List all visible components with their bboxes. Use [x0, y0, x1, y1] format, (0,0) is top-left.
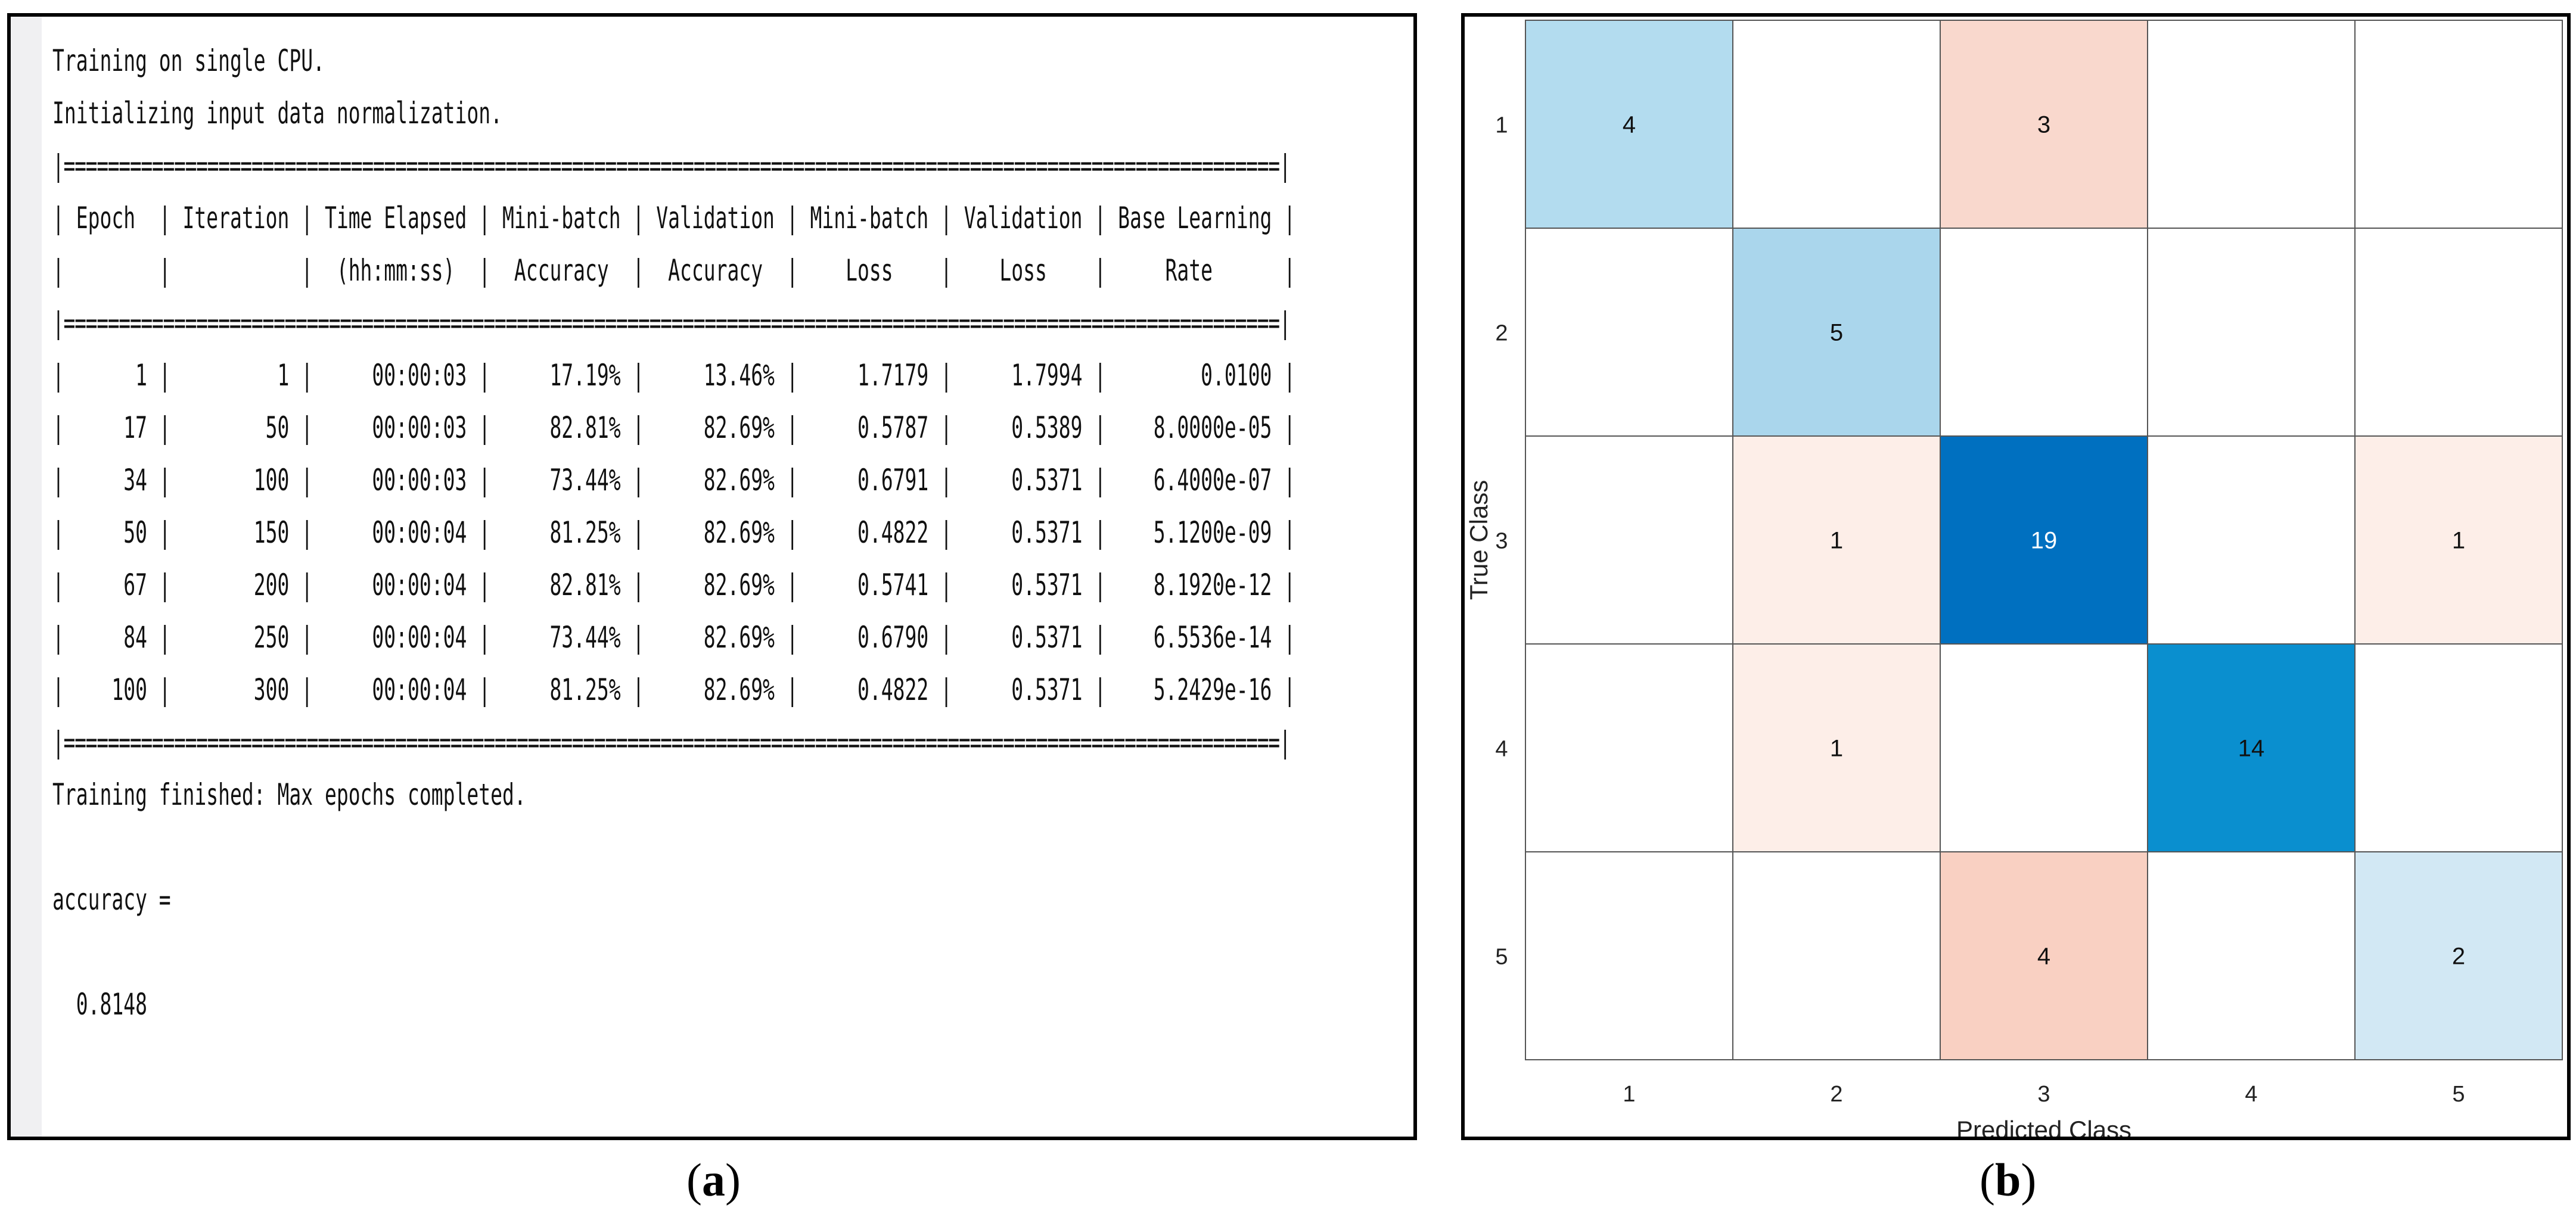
cell-value: 1: [1830, 528, 1843, 554]
matrix-cell: [2147, 643, 2356, 852]
cell-value: 4: [2037, 944, 2050, 970]
matrix-cell: [1525, 643, 1733, 852]
matrix-cell: [1940, 851, 2148, 1060]
x-tick-label: 3: [2037, 1082, 2050, 1107]
matrix-cell: [1525, 851, 1733, 1060]
matrix-cell: [1732, 228, 1941, 437]
matrix-cell: [1525, 20, 1733, 229]
x-tick-label: 1: [1623, 1082, 1635, 1107]
log-line-normalization: Initializing input data normalization.: [52, 96, 502, 130]
table-separator: |=======================================…: [52, 148, 1291, 183]
matrix-cell: [2147, 851, 2356, 1060]
confusion-matrix-chart: 4 3 5 1 19 1 1 14 4 2 1 1 2 2 3 3 4 4 5 5 Predicted Class Tru…: [1465, 20, 2563, 1137]
y-tick-label: 1: [1495, 113, 1508, 138]
matrix-cell: [1732, 20, 1941, 229]
cell-value: 3: [2037, 112, 2050, 138]
table-row: | 50 | 150 | 00:00:04 | 81.25% | 82.69% …: [52, 515, 1296, 550]
cell-value: 2: [2452, 944, 2465, 970]
matrix-cell: [1940, 435, 2148, 645]
matrix-cell: [1525, 228, 1733, 437]
matrix-cell: [2354, 435, 2563, 645]
cell-value: 1: [1830, 736, 1843, 762]
log-line-finished: Training finished: Max epochs completed.: [52, 777, 526, 812]
matrix-cell: [2354, 228, 2563, 437]
accuracy-label: accuracy =: [52, 882, 171, 917]
matrix-cell: [2147, 435, 2356, 645]
matrix-cell: [1732, 851, 1941, 1060]
table-row: | 34 | 100 | 00:00:03 | 73.44% | 82.69% …: [52, 463, 1296, 497]
blank-line: [52, 926, 935, 978]
y-axis-label: True Class: [1465, 480, 1493, 600]
x-tick-label: 4: [2245, 1082, 2257, 1107]
matrix-cell: [1732, 435, 1941, 645]
console-gutter: [11, 17, 42, 1137]
matrix-cell: [1525, 435, 1733, 645]
log-line-cpu: Training on single CPU.: [52, 43, 325, 78]
matrix-cell: [1940, 228, 2148, 437]
x-tick-label: 2: [1830, 1082, 1842, 1107]
table-header-row: | Epoch | Iteration | Time Elapsed | Min…: [52, 201, 1296, 235]
y-tick-label: 3: [1495, 529, 1508, 554]
y-tick-label: 2: [1495, 321, 1508, 346]
table-row: | 1 | 1 | 00:00:03 | 17.19% | 13.46% | 1…: [52, 358, 1296, 393]
cell-value: 19: [2031, 528, 2058, 554]
table-header-row: | | | (hh:mm:ss) | Accuracy | Accuracy |…: [52, 253, 1296, 288]
cell-value: 5: [1830, 320, 1843, 346]
matrix-cell: [1940, 643, 2148, 852]
matrix-cell: [2147, 228, 2356, 437]
matrix-cell: [2354, 20, 2563, 229]
matrix-cell: [2147, 20, 2356, 229]
caption-b: (b): [1980, 1154, 2037, 1206]
x-tick-label: 5: [2452, 1082, 2465, 1107]
confusion-matrix-panel: 4 3 5 1 19 1 1 14 4 2 1 1 2 2 3 3 4 4 5 5 Predicted Class Tru…: [1461, 13, 2571, 1140]
matrix-cell: [2354, 851, 2563, 1060]
accuracy-value: 0.8148: [52, 987, 147, 1022]
table-separator: |=======================================…: [52, 306, 1291, 340]
matrix-cell: [1940, 20, 2148, 229]
console-output: Training on single CPU. Initializing inpu…: [52, 35, 1296, 1031]
cell-value: 1: [2452, 528, 2465, 554]
training-log-panel: Training on single CPU. Initializing inpu…: [7, 13, 1417, 1140]
table-separator: |=======================================…: [52, 725, 1291, 760]
y-tick-label: 4: [1495, 737, 1508, 762]
y-tick-label: 5: [1495, 945, 1508, 970]
matrix-cell: [1732, 643, 1941, 852]
cell-value: 14: [2238, 736, 2265, 762]
caption-a: (a): [686, 1154, 741, 1206]
table-row: | 17 | 50 | 00:00:03 | 82.81% | 82.69% |…: [52, 410, 1296, 445]
table-row: | 100 | 300 | 00:00:04 | 81.25% | 82.69%…: [52, 673, 1296, 707]
x-axis-label: Predicted Class: [1956, 1116, 2131, 1137]
table-row: | 84 | 250 | 00:00:04 | 73.44% | 82.69% …: [52, 620, 1296, 655]
matrix-cell: [2354, 643, 2563, 852]
table-row: | 67 | 200 | 00:00:04 | 82.81% | 82.69% …: [52, 568, 1296, 602]
blank-line: [52, 821, 935, 873]
cell-value: 4: [1623, 112, 1636, 138]
